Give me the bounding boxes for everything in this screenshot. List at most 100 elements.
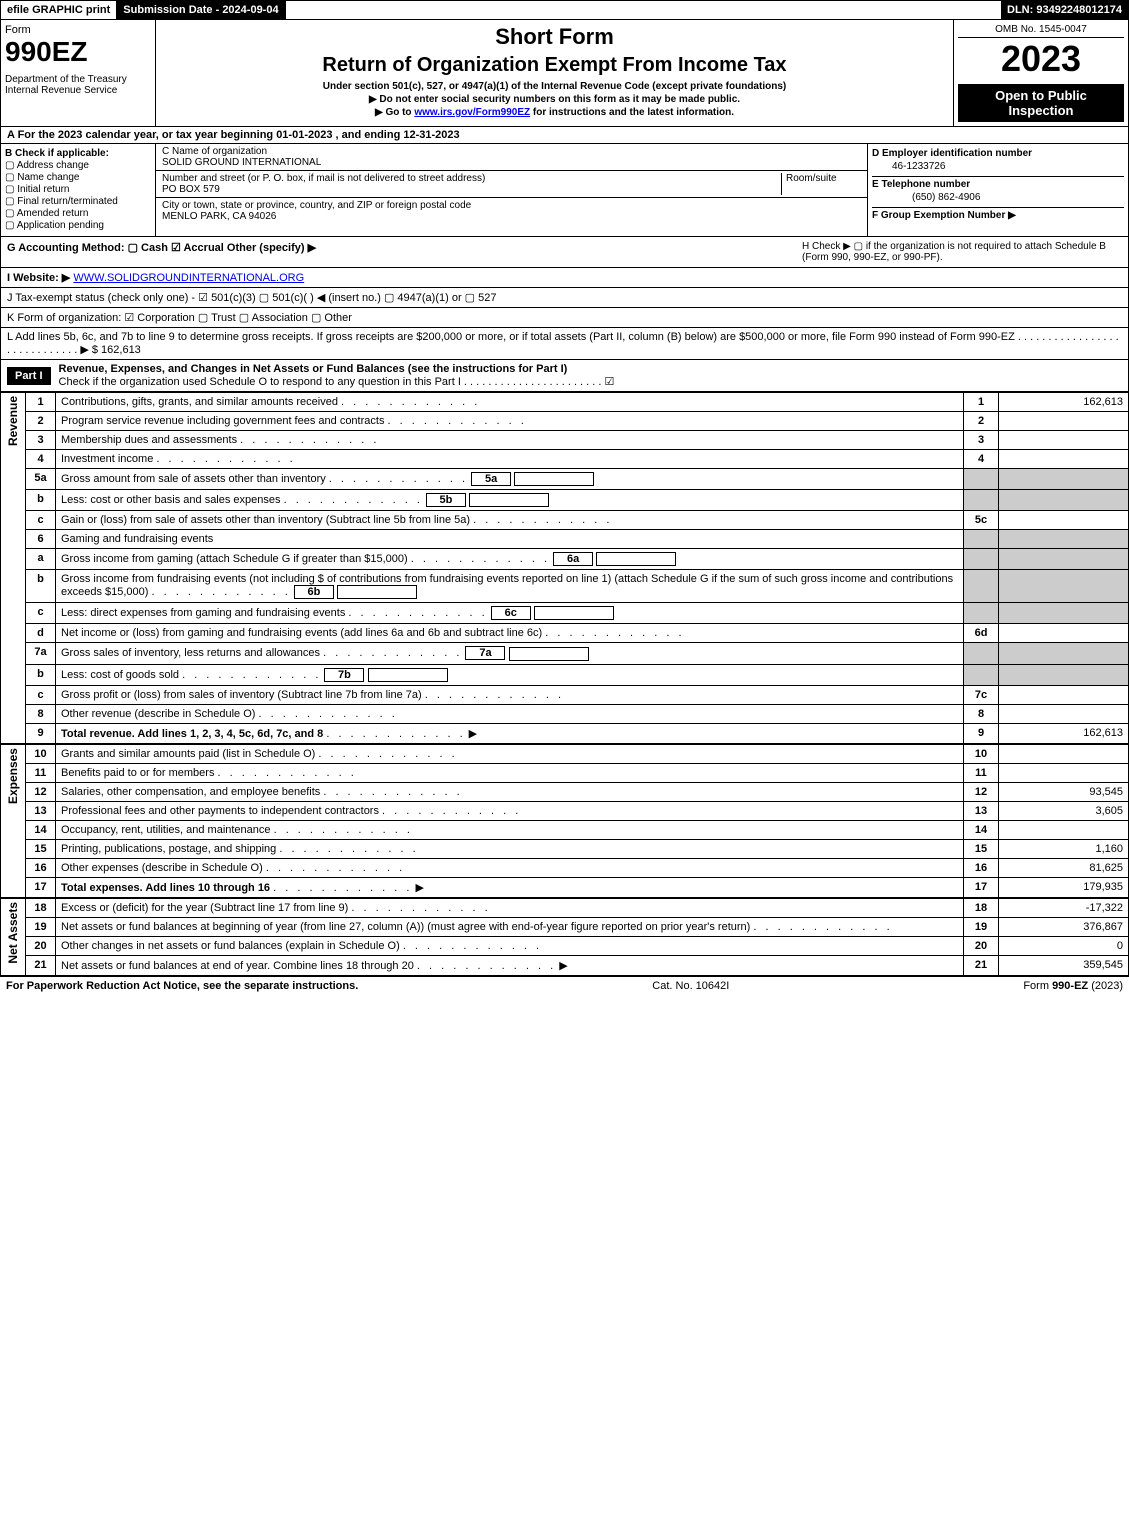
header-left: Form 990EZ Department of the Treasury In…: [1, 20, 156, 126]
phone-value: (650) 862-4906: [872, 190, 1124, 207]
line-row: 6Gaming and fundraising events: [1, 530, 1129, 549]
line-description: Less: direct expenses from gaming and fu…: [56, 603, 964, 624]
line-value: [999, 412, 1129, 431]
line-ref: 10: [964, 744, 999, 763]
line-description: Net assets or fund balances at end of ye…: [56, 955, 964, 975]
form-header: Form 990EZ Department of the Treasury In…: [0, 20, 1129, 127]
line-value: [999, 431, 1129, 450]
line-number: 17: [26, 877, 56, 897]
line-ref: 3: [964, 431, 999, 450]
b-label: B Check if applicable:: [5, 148, 151, 159]
phone-label: E Telephone number: [872, 176, 1124, 190]
line-number: c: [26, 603, 56, 624]
line-ref: 1: [964, 393, 999, 412]
line-row: 20Other changes in net assets or fund ba…: [1, 936, 1129, 955]
line-row: cGain or (loss) from sale of assets othe…: [1, 511, 1129, 530]
irs-link[interactable]: www.irs.gov/Form990EZ: [414, 107, 530, 118]
line-ref: 17: [964, 877, 999, 897]
line-ref: 7c: [964, 685, 999, 704]
city-value: MENLO PARK, CA 94026: [162, 211, 276, 222]
line-number: 9: [26, 723, 56, 743]
line-ref: 9: [964, 723, 999, 743]
line-row: 8Other revenue (describe in Schedule O) …: [1, 704, 1129, 723]
line-value: [999, 763, 1129, 782]
line-description: Gain or (loss) from sale of assets other…: [56, 511, 964, 530]
line-row: bGross income from fundraising events (n…: [1, 570, 1129, 603]
line-number: 7a: [26, 643, 56, 664]
grey-cell: [999, 469, 1129, 490]
line-description: Salaries, other compensation, and employ…: [56, 782, 964, 801]
line-description: Program service revenue including govern…: [56, 412, 964, 431]
line-value: 1,160: [999, 839, 1129, 858]
checkbox-address-change[interactable]: Address change: [5, 160, 151, 171]
line-row: 13Professional fees and other payments t…: [1, 801, 1129, 820]
line-description: Benefits paid to or for members . . . . …: [56, 763, 964, 782]
i-pre: I Website: ▶: [7, 272, 70, 284]
line-value: [999, 820, 1129, 839]
line-description: Other revenue (describe in Schedule O) .…: [56, 704, 964, 723]
line-value: 93,545: [999, 782, 1129, 801]
line-row: 21Net assets or fund balances at end of …: [1, 955, 1129, 975]
line-value: -17,322: [999, 898, 1129, 917]
checkbox-amended-return[interactable]: Amended return: [5, 208, 151, 219]
line-number: 6: [26, 530, 56, 549]
line-ref: 6d: [964, 624, 999, 643]
footer-left: For Paperwork Reduction Act Notice, see …: [6, 980, 358, 992]
public-inspection-badge: Open to Public Inspection: [958, 84, 1124, 122]
row-gh: G Accounting Method: ▢ Cash ☑ Accrual Ot…: [0, 237, 1129, 268]
netassets-table: Net Assets18Excess or (deficit) for the …: [0, 898, 1129, 976]
line-ref: 16: [964, 858, 999, 877]
checkbox-application-pending[interactable]: Application pending: [5, 220, 151, 231]
grey-cell: [999, 603, 1129, 624]
checkbox-name-change[interactable]: Name change: [5, 172, 151, 183]
line-description: Excess or (deficit) for the year (Subtra…: [56, 898, 964, 917]
line-number: 8: [26, 704, 56, 723]
line-number: 5a: [26, 469, 56, 490]
line-description: Gross profit or (loss) from sales of inv…: [56, 685, 964, 704]
efile-label[interactable]: efile GRAPHIC print: [1, 1, 117, 19]
line-description: Gross income from gaming (attach Schedul…: [56, 549, 964, 570]
line-row: 12Salaries, other compensation, and empl…: [1, 782, 1129, 801]
website-link[interactable]: WWW.SOLIDGROUNDINTERNATIONAL.ORG: [73, 272, 304, 284]
footer-right: Form 990-EZ (2023): [1023, 980, 1123, 992]
line-ref: 8: [964, 704, 999, 723]
line-ref: 2: [964, 412, 999, 431]
line-row: 9Total revenue. Add lines 1, 2, 3, 4, 5c…: [1, 723, 1129, 743]
sub3-post: for instructions and the latest informat…: [530, 107, 734, 118]
line-number: 18: [26, 898, 56, 917]
line-row: 19Net assets or fund balances at beginni…: [1, 917, 1129, 936]
line-description: Occupancy, rent, utilities, and maintena…: [56, 820, 964, 839]
footer-mid: Cat. No. 10642I: [652, 980, 729, 992]
expenses-table: Expenses10Grants and similar amounts pai…: [0, 744, 1129, 898]
line-number: 13: [26, 801, 56, 820]
checkbox-final-return[interactable]: Final return/terminated: [5, 196, 151, 207]
checkbox-initial-return[interactable]: Initial return: [5, 184, 151, 195]
line-ref: 11: [964, 763, 999, 782]
part1-title: Revenue, Expenses, and Changes in Net As…: [59, 363, 568, 375]
grey-cell: [999, 570, 1129, 603]
tax-year: 2023: [958, 38, 1124, 80]
line-number: 10: [26, 744, 56, 763]
side-label: Net Assets: [1, 898, 26, 975]
line-ref: 15: [964, 839, 999, 858]
row-bcd: B Check if applicable: Address change Na…: [0, 144, 1129, 237]
line-description: Gross income from fundraising events (no…: [56, 570, 964, 603]
subtitle-3: ▶ Go to www.irs.gov/Form990EZ for instru…: [160, 107, 949, 118]
line-row: cGross profit or (loss) from sales of in…: [1, 685, 1129, 704]
grey-cell: [999, 643, 1129, 664]
line-number: 21: [26, 955, 56, 975]
line-number: 3: [26, 431, 56, 450]
line-value: 376,867: [999, 917, 1129, 936]
line-value: [999, 450, 1129, 469]
line-number: b: [26, 490, 56, 511]
line-row: 7aGross sales of inventory, less returns…: [1, 643, 1129, 664]
line-value: 179,935: [999, 877, 1129, 897]
line-description: Net income or (loss) from gaming and fun…: [56, 624, 964, 643]
line-ref: 4: [964, 450, 999, 469]
grey-cell: [964, 643, 999, 664]
line-description: Other changes in net assets or fund bala…: [56, 936, 964, 955]
line-number: b: [26, 664, 56, 685]
line-value: 0: [999, 936, 1129, 955]
ein-label: D Employer identification number: [872, 148, 1124, 159]
grey-cell: [964, 664, 999, 685]
